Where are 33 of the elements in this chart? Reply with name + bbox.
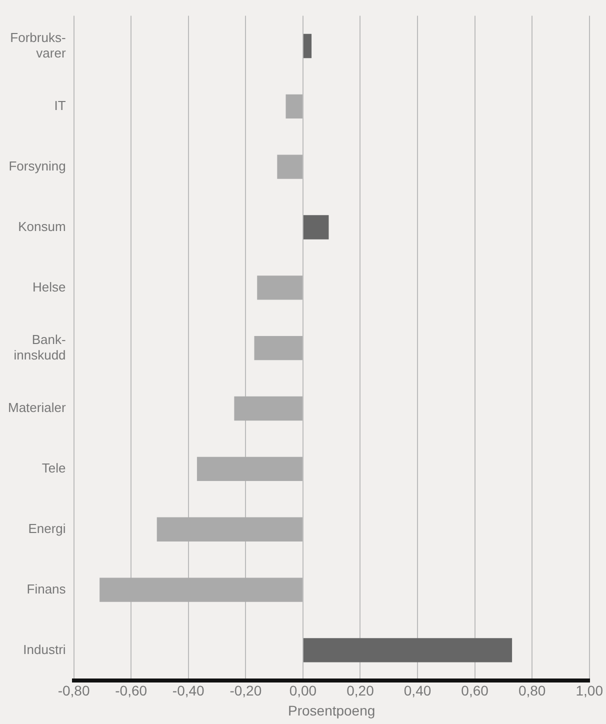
y-tick-label: Forbruks- varer <box>10 30 66 60</box>
x-tick-label: 0,60 <box>461 682 489 699</box>
x-axis-title: Prosentpoeng <box>288 702 376 718</box>
x-tick-label: -0,60 <box>115 682 148 699</box>
bar <box>303 34 312 58</box>
bar <box>156 517 302 542</box>
x-tick-label: 0,20 <box>346 682 374 699</box>
bar <box>196 456 302 482</box>
x-tick-label: 0,40 <box>404 682 432 699</box>
bar <box>303 638 512 662</box>
y-tick-label: Forsyning <box>8 158 66 174</box>
bar <box>234 396 302 421</box>
y-tick-label: IT <box>54 98 66 114</box>
bar <box>303 215 329 240</box>
y-tick-label: Energi <box>28 520 66 536</box>
bar <box>257 276 302 300</box>
bar <box>277 154 302 179</box>
x-tick-label: -0,40 <box>172 682 205 699</box>
x-tick-label: -0,20 <box>230 682 262 699</box>
y-tick-label: Konsum <box>18 218 66 234</box>
y-tick-label: Industri <box>23 642 66 657</box>
y-tick-label: Tele <box>42 460 66 476</box>
x-tick-label: 1,00 <box>576 682 604 699</box>
x-tick-label: -0,80 <box>58 682 90 699</box>
y-tick-label: Finans <box>26 581 66 596</box>
y-tick-label: Bank- innskudd <box>14 332 66 362</box>
bar <box>286 94 302 119</box>
bar <box>254 336 302 360</box>
x-tick-label: 0,80 <box>518 682 546 699</box>
y-tick-label: Materialer <box>8 400 66 416</box>
y-tick-label: Helse <box>32 279 66 294</box>
bar <box>100 578 302 602</box>
x-tick-label: 0,00 <box>289 682 317 699</box>
